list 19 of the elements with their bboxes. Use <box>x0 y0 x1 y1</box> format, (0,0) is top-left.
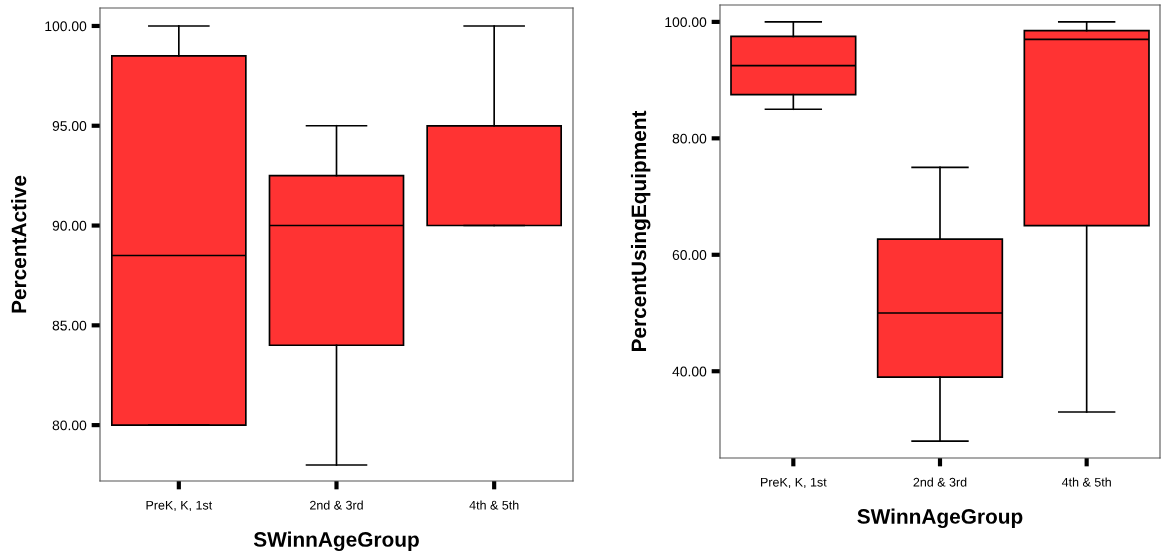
x-tick-label: PreK, K, 1st <box>761 477 827 489</box>
x-axis-title: SWinnAgeGroup <box>253 531 419 552</box>
x-tick-label: 4th & 5th <box>1061 477 1111 487</box>
y-tick-label: 100.00 <box>665 17 707 28</box>
y-axis-title: PercentUsingEquipment <box>630 110 651 352</box>
y-tick-label: 100.00 <box>45 21 87 32</box>
y-tick-label: 95.00 <box>52 121 87 131</box>
x-tick-label: 2nd & 3rd <box>913 477 967 487</box>
x-axis-title: SWinnAgeGroup <box>857 508 1023 529</box>
y-tick-label: 80.00 <box>672 133 707 144</box>
y-tick-label: 60.00 <box>672 250 707 260</box>
x-tick-label: 2nd & 3rd <box>310 500 363 510</box>
y-tick-label: 80.00 <box>52 420 87 431</box>
y-tick-label: 85.00 <box>52 320 87 331</box>
y-tick-label: 90.00 <box>52 220 87 231</box>
x-tick-label: PreK, K, 1st <box>146 500 213 512</box>
x-tick-label: 4th & 5th <box>469 500 519 510</box>
y-tick-label: 40.00 <box>672 366 707 377</box>
y-axis-title: PercentActive <box>11 175 27 313</box>
